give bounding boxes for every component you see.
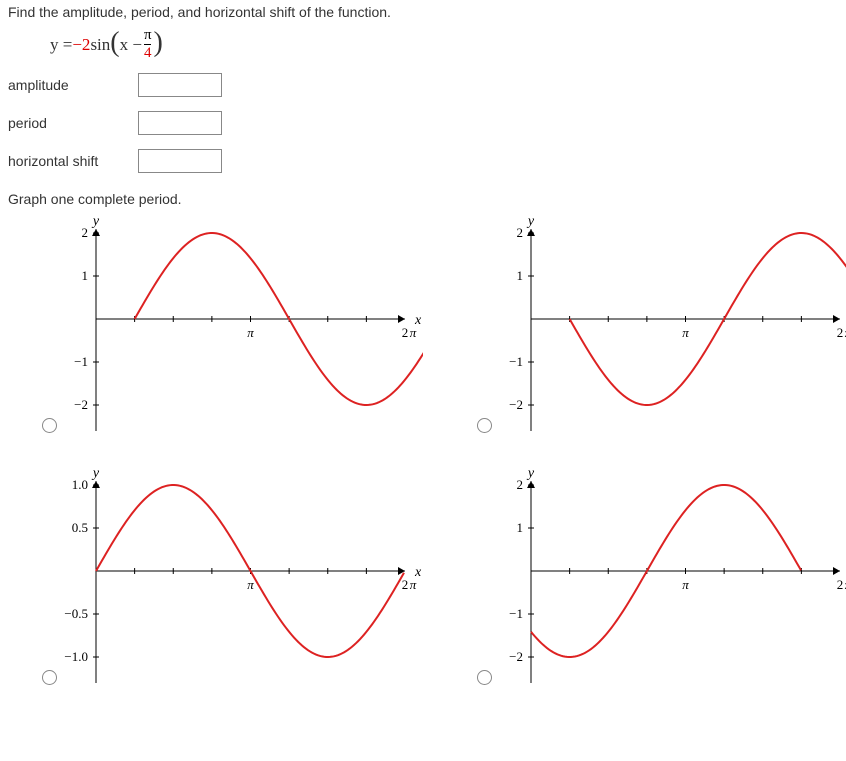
svg-text:−2: −2 <box>74 397 88 412</box>
svg-text:2: 2 <box>517 225 524 240</box>
radio-b[interactable] <box>477 418 492 433</box>
eq-frac-den: 4 <box>144 44 152 61</box>
equation: y = −2 sin ( x − π 4 ) <box>50 28 838 61</box>
graph-prompt: Graph one complete period. <box>8 191 838 207</box>
svg-text:1: 1 <box>517 520 524 535</box>
radio-c[interactable] <box>42 670 57 685</box>
svg-text:y: y <box>91 214 100 229</box>
graph-a-svg: yxπ2π−2−112 <box>8 213 423 443</box>
hshift-label: horizontal shift <box>8 153 138 169</box>
svg-text:2: 2 <box>402 577 409 592</box>
svg-text:y: y <box>526 214 535 229</box>
svg-text:π: π <box>682 577 689 592</box>
svg-text:π: π <box>247 577 254 592</box>
graph-option-d[interactable]: yxπ2π−2−112 <box>443 465 846 695</box>
svg-text:1: 1 <box>82 268 89 283</box>
svg-text:−0.5: −0.5 <box>64 606 88 621</box>
svg-text:−1.0: −1.0 <box>64 649 88 664</box>
answer-fields: amplitude period horizontal shift <box>8 73 838 173</box>
svg-text:1.0: 1.0 <box>72 477 88 492</box>
svg-text:−2: −2 <box>509 397 523 412</box>
eq-fn: sin <box>90 35 110 55</box>
graph-option-b[interactable]: yxπ2π−2−112 <box>443 213 846 443</box>
radio-d[interactable] <box>477 670 492 685</box>
amplitude-input[interactable] <box>138 73 222 97</box>
eq-inside-pre: x − <box>120 35 142 55</box>
svg-text:2: 2 <box>837 325 844 340</box>
graph-option-a[interactable]: yxπ2π−2−112 <box>8 213 423 443</box>
svg-text:0.5: 0.5 <box>72 520 88 535</box>
svg-text:2: 2 <box>837 577 844 592</box>
eq-coeff: −2 <box>72 35 90 55</box>
eq-frac: π 4 <box>144 28 152 61</box>
graph-b-svg: yxπ2π−2−112 <box>443 213 846 443</box>
amplitude-label: amplitude <box>8 77 138 93</box>
hshift-input[interactable] <box>138 149 222 173</box>
svg-text:−1: −1 <box>509 354 523 369</box>
period-input[interactable] <box>138 111 222 135</box>
graph-grid: yxπ2π−2−112 yxπ2π−2−112 yxπ2π−1.0−0.50.5… <box>8 213 838 695</box>
svg-text:−1: −1 <box>509 606 523 621</box>
svg-text:π: π <box>410 577 417 592</box>
graph-c-svg: yxπ2π−1.0−0.50.51.0 <box>8 465 423 695</box>
svg-text:2: 2 <box>517 477 524 492</box>
svg-text:y: y <box>526 466 535 481</box>
svg-text:−2: −2 <box>509 649 523 664</box>
svg-text:π: π <box>682 325 689 340</box>
svg-text:π: π <box>410 325 417 340</box>
eq-frac-num: π <box>144 28 152 44</box>
question-text: Find the amplitude, period, and horizont… <box>8 4 838 20</box>
graph-d-svg: yxπ2π−2−112 <box>443 465 846 695</box>
radio-a[interactable] <box>42 418 57 433</box>
svg-text:π: π <box>247 325 254 340</box>
svg-text:2: 2 <box>402 325 409 340</box>
eq-lhs: y = <box>50 35 72 55</box>
svg-text:2: 2 <box>82 225 89 240</box>
svg-text:1: 1 <box>517 268 524 283</box>
graph-option-c[interactable]: yxπ2π−1.0−0.50.51.0 <box>8 465 423 695</box>
svg-text:−1: −1 <box>74 354 88 369</box>
svg-text:y: y <box>91 466 100 481</box>
period-label: period <box>8 115 138 131</box>
